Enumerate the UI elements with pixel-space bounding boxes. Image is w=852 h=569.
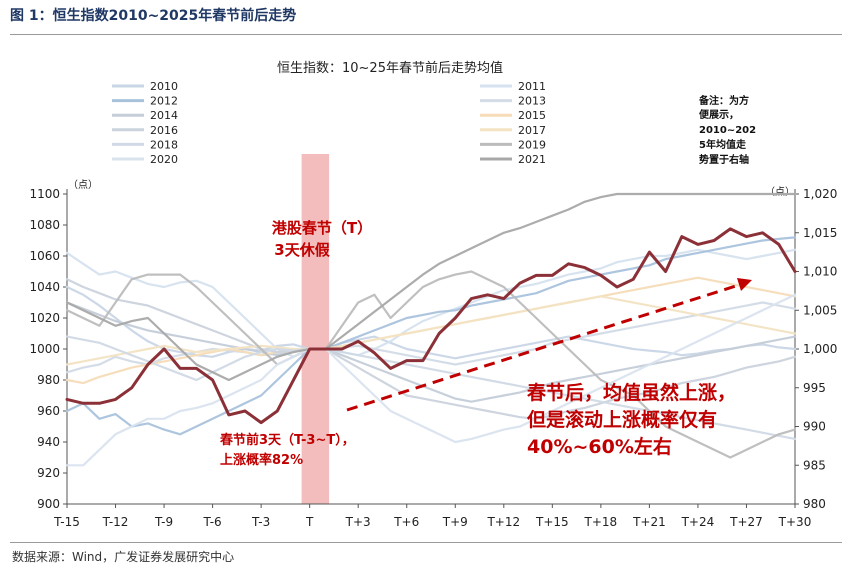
- legend-label: 2019: [518, 138, 546, 151]
- pre-holiday-label-line-1: 春节前3天（T-3~T），: [219, 432, 355, 448]
- right-tick-label: 980: [803, 497, 826, 511]
- right-tick-label: 1,000: [803, 342, 837, 356]
- left-tick-label: 1020: [29, 311, 60, 325]
- figure-title: 图 1：恒生指数2010~2025年春节前后走势: [10, 8, 297, 24]
- legend-label: 2012: [150, 95, 178, 108]
- x-tick-label: T+9: [442, 515, 468, 529]
- chart-title: 恒生指数：10~25年春节前后走势均值: [277, 60, 503, 76]
- annotations: 港股春节（T） 3天休假 春节前3天（T-3~T）， 上涨概率82% 春节后，均…: [219, 219, 736, 468]
- right-axis-unit: （点）: [765, 186, 795, 198]
- trend-arrow-head: [737, 278, 752, 291]
- series-line-2021: [65, 192, 797, 382]
- legend-label: 2020: [150, 153, 178, 166]
- right-tick-label: 990: [803, 420, 826, 434]
- right-tick-label: 1,005: [803, 303, 837, 317]
- average-series-line: [65, 227, 797, 425]
- series-line-2016: [65, 278, 797, 420]
- legend-label: 2021: [518, 153, 546, 166]
- post-holiday-label-line-3: 40%~60%左右: [527, 435, 672, 458]
- holiday-label-line-1: 港股春节（T）: [272, 219, 372, 237]
- legend-label: 2017: [518, 124, 546, 137]
- source-note: 数据来源：Wind，广发证券发展研究中心: [12, 550, 235, 564]
- left-axis-unit: （点）: [68, 179, 98, 191]
- x-tick-label: T+30: [778, 515, 812, 529]
- series-line-2014: [65, 301, 797, 403]
- note-line-4: 5年均值走: [699, 138, 747, 151]
- left-tick-label: 1080: [29, 218, 60, 232]
- legend-label: 2016: [150, 124, 178, 137]
- series-line-2019: [65, 270, 797, 459]
- right-tick-label: 1,015: [803, 226, 837, 240]
- series-line-2011: [65, 248, 797, 358]
- left-tick-label: 1060: [29, 249, 60, 263]
- x-tick-label: T: [305, 515, 314, 529]
- x-tick-label: T+24: [681, 515, 715, 529]
- left-tick-label: 920: [37, 466, 60, 480]
- x-tick-label: T+27: [729, 515, 763, 529]
- series-line-2017: [65, 295, 797, 366]
- right-tick-label: 995: [803, 381, 826, 395]
- axis-note: 备注：为方 便展示， 2010~202 5年均值走 势置于右轴: [698, 94, 756, 166]
- x-tick-label: T+12: [486, 515, 520, 529]
- left-tick-label: 900: [37, 497, 60, 511]
- left-tick-label: 1000: [29, 342, 60, 356]
- legend-label: 2010: [150, 80, 178, 93]
- x-tick-label: T-9: [154, 515, 173, 529]
- x-tick-label: T-12: [102, 515, 129, 529]
- x-tick-label: T+18: [584, 515, 618, 529]
- series-line-2018: [65, 335, 797, 440]
- series-line-2020: [65, 293, 797, 467]
- x-tick-label: T-6: [202, 515, 221, 529]
- title-divider: [10, 34, 842, 35]
- left-tick-label: 960: [37, 404, 60, 418]
- source-divider: [10, 542, 842, 543]
- post-holiday-label-line-1: 春节后，均值虽然上涨，: [527, 381, 736, 404]
- x-tick-label: T-15: [53, 515, 80, 529]
- x-tick-label: T+6: [393, 515, 419, 529]
- x-tick-label: T+3: [345, 515, 371, 529]
- legend-label: 2015: [518, 109, 546, 122]
- left-tick-label: 980: [37, 373, 60, 387]
- note-line-2: 便展示，: [699, 108, 739, 121]
- left-tick-label: 1100: [29, 187, 60, 201]
- left-tick-label: 1040: [29, 280, 60, 294]
- note-line-5: 势置于右轴: [699, 153, 749, 166]
- legend-label: 2014: [150, 109, 178, 122]
- legend-label: 2011: [518, 80, 546, 93]
- x-tick-label: T+15: [535, 515, 569, 529]
- legend-label: 2018: [150, 138, 178, 151]
- right-tick-label: 1,020: [803, 187, 837, 201]
- x-tick-label: T-3: [251, 515, 270, 529]
- right-tick-label: 1,010: [803, 265, 837, 279]
- post-holiday-label-line-2: 但是滚动上涨概率仅有: [527, 408, 717, 431]
- x-tick-label: T+21: [632, 515, 666, 529]
- note-line-1: 备注：为方: [698, 94, 749, 107]
- pre-holiday-label-line-2: 上涨概率82%: [220, 452, 303, 468]
- holiday-label-line-2: 3天休假: [274, 241, 330, 259]
- series-line-2013: [65, 301, 797, 374]
- right-tick-label: 985: [803, 458, 826, 472]
- note-line-3: 2010~202: [699, 125, 756, 136]
- trend-arrow-line: [346, 282, 743, 412]
- left-tick-label: 940: [37, 435, 60, 449]
- legend: 2010 2011 2012 2013 2014 2015 2016 2017 2018 2019…: [112, 80, 546, 166]
- series-line-2015: [65, 276, 797, 385]
- legend-label: 2013: [518, 95, 546, 108]
- holiday-shade: [301, 154, 330, 504]
